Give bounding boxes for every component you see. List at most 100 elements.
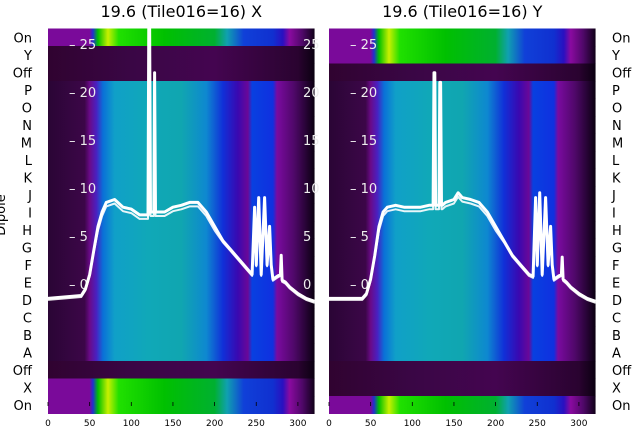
x-tick-label: 200	[487, 419, 504, 429]
chart-title: 19.6 (Tile016=16) Y	[382, 2, 543, 21]
row-label: G	[612, 241, 622, 256]
inner-y-tick-label: 15	[303, 134, 320, 149]
heatmap-row	[329, 203, 596, 222]
heatmap-row	[329, 81, 596, 99]
heatmap-row	[329, 63, 596, 82]
row-label: A	[612, 346, 621, 361]
row-label: Y	[23, 49, 32, 64]
row-label: X	[23, 381, 32, 396]
x-tick-label: 0	[45, 419, 51, 429]
x-tick-label: 300	[289, 419, 306, 429]
row-label: D	[612, 294, 622, 309]
row-label: E	[612, 276, 620, 291]
row-label: C	[612, 311, 621, 326]
heatmap-row	[48, 361, 315, 379]
heatmap-row	[48, 28, 315, 47]
x-tick-label: 150	[445, 419, 462, 429]
heatmap-row	[329, 396, 596, 414]
row-label: I	[28, 206, 32, 221]
inner-y-tick-label: – 15	[69, 134, 96, 149]
inner-y-tick-label: 20	[303, 86, 320, 101]
x-tick-label: 250	[529, 419, 546, 429]
row-label: F	[25, 259, 32, 274]
heatmap-row	[48, 273, 315, 292]
row-label: I	[612, 206, 616, 221]
heatmap-row	[48, 326, 315, 344]
heatmap-row	[329, 238, 596, 257]
heatmap-row	[48, 343, 315, 362]
heatmap-row	[329, 326, 596, 344]
row-label: M	[612, 136, 623, 151]
row-label: N	[612, 119, 622, 134]
x-tick-label: 50	[365, 419, 377, 429]
inner-y-tick-label: – 0	[350, 278, 369, 293]
heatmap-row	[329, 256, 596, 274]
row-label: Off	[612, 364, 632, 379]
inner-y-tick-label: – 20	[350, 86, 377, 101]
heatmap-row	[329, 46, 596, 64]
inner-y-tick-label: – 25	[350, 38, 377, 53]
inner-y-tick-label: 0	[303, 278, 311, 293]
row-label: H	[612, 224, 622, 239]
heatmap-row	[48, 396, 315, 414]
row-label: On	[14, 31, 32, 46]
heatmap-row	[48, 81, 315, 99]
row-label: L	[612, 154, 620, 169]
row-label: Off	[13, 66, 33, 81]
row-label: G	[22, 241, 32, 256]
inner-y-tick-label: – 5	[69, 230, 88, 245]
row-label: X	[612, 381, 621, 396]
x-tick-label: 200	[206, 419, 223, 429]
heatmap-row	[329, 98, 596, 117]
row-label: Off	[612, 66, 632, 81]
row-label: A	[23, 346, 32, 361]
heatmap-row	[48, 291, 315, 309]
heatmap-row	[48, 238, 315, 257]
row-label: K	[612, 171, 621, 186]
inner-y-tick-label: 5	[303, 230, 311, 245]
row-label: O	[612, 101, 622, 116]
heatmap-row	[329, 308, 596, 327]
heatmap-row	[329, 221, 596, 239]
row-label: M	[21, 136, 32, 151]
series-line	[47, 20, 315, 304]
row-label: L	[25, 154, 33, 169]
row-label: P	[612, 84, 620, 99]
panel-y: 19.6 (Tile016=16) Y On Y Off PONMLKJIHGFEDCB…	[326, 2, 632, 429]
row-label: O	[22, 101, 32, 116]
x-tick-label: 150	[164, 419, 181, 429]
row-label: Y	[611, 49, 620, 64]
row-label: E	[24, 276, 32, 291]
heatmap-row	[48, 168, 315, 187]
x-tick-label: 300	[570, 419, 587, 429]
row-label: On	[14, 399, 32, 414]
row-label: Off	[13, 364, 33, 379]
heatmap-row	[48, 133, 315, 152]
inner-y-tick-label: – 0	[69, 278, 88, 293]
inner-y-tick-label: – 20	[69, 86, 96, 101]
x-tick-label: 250	[248, 419, 265, 429]
heatmap-row	[329, 361, 596, 379]
inner-y-tick-label: 25	[303, 38, 320, 53]
panel-x: 19.6 (Tile016=16) X On Y Off PONMLKJIHGFEDCB…	[13, 2, 316, 429]
inner-y-tick-label: – 5	[350, 230, 369, 245]
chart-title: 19.6 (Tile016=16) X	[100, 2, 262, 21]
row-label: K	[23, 171, 32, 186]
row-label: P	[24, 84, 32, 99]
row-label: B	[612, 329, 621, 344]
row-label: On	[612, 399, 630, 414]
heatmap-row	[329, 168, 596, 187]
x-tick-label: 100	[404, 419, 421, 429]
x-tick-label: 0	[326, 419, 332, 429]
inner-y-tick-label: – 10	[69, 182, 96, 197]
series-line	[47, 18, 316, 303]
y-axis-label: Dipole	[0, 194, 9, 235]
row-label: H	[22, 224, 32, 239]
heatmap-row	[329, 378, 596, 397]
row-label: B	[23, 329, 32, 344]
heatmap-row	[48, 63, 315, 82]
heatmap-row	[329, 273, 596, 292]
heatmap-row	[48, 151, 315, 169]
